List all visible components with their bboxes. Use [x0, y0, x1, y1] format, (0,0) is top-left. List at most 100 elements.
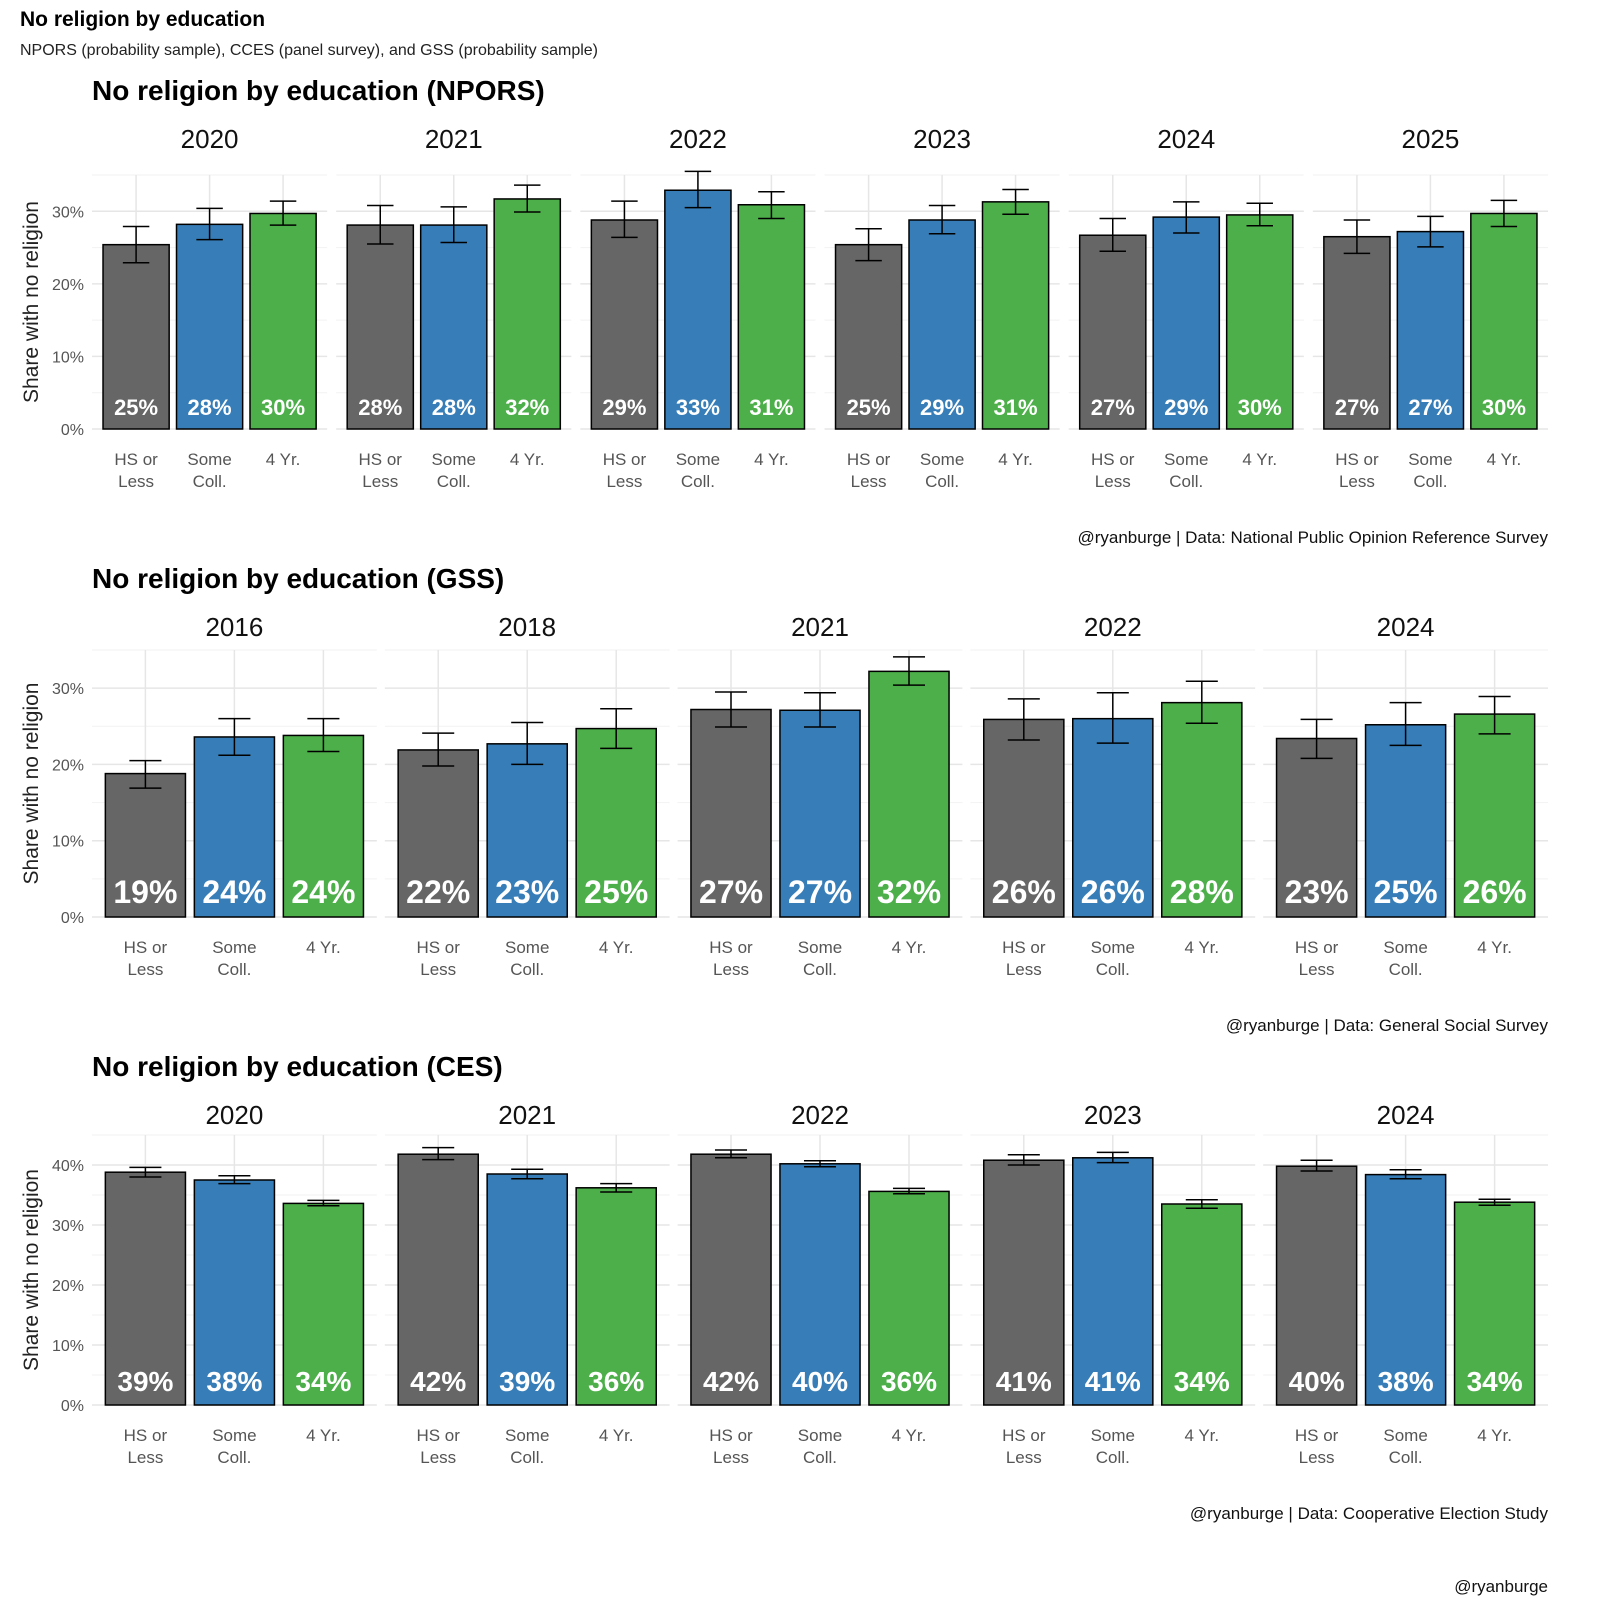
bar-value-label: 25% [1374, 874, 1438, 910]
x-tick-label: Coll. [510, 1448, 544, 1467]
x-tick-label: HS or [1295, 938, 1339, 957]
y-tick-label: 20% [52, 1278, 84, 1295]
bar [419, 224, 488, 430]
x-tick-label: Less [1095, 472, 1131, 491]
x-tick-label: 4 Yr. [1477, 1426, 1512, 1445]
x-tick-label: Less [606, 472, 642, 491]
x-tick-label: Some [212, 1426, 256, 1445]
bar-value-label: 31% [749, 395, 793, 420]
bar-value-label: 38% [1378, 1366, 1434, 1397]
x-tick-label: Some [187, 450, 231, 469]
x-tick-label: Coll. [217, 960, 251, 979]
bar [779, 709, 861, 918]
bar-value-label: 29% [602, 395, 646, 420]
x-tick-label: Less [420, 1448, 456, 1467]
x-tick-label: Some [920, 450, 964, 469]
x-tick-label: Less [127, 1448, 163, 1467]
x-tick-label: 4 Yr. [754, 450, 789, 469]
bar-value-label: 28% [432, 395, 476, 420]
bar-value-label: 26% [992, 874, 1056, 910]
panel-title: No religion by education (NPORS) [92, 75, 545, 106]
bar-value-label: 32% [877, 874, 941, 910]
bar [868, 1190, 950, 1406]
bar-value-label: 30% [1482, 395, 1526, 420]
y-tick-label: 30% [52, 681, 84, 698]
x-tick-label: Coll. [193, 472, 227, 491]
x-tick-label: Some [1091, 938, 1135, 957]
x-tick-label: Some [212, 938, 256, 957]
x-tick-label: Less [420, 960, 456, 979]
y-tick-label: 0% [61, 1398, 84, 1415]
bar [590, 219, 659, 430]
x-tick-label: Coll. [1096, 1448, 1130, 1467]
bar-value-label: 30% [261, 395, 305, 420]
bar [908, 219, 976, 430]
x-tick-label: HS or [124, 1426, 168, 1445]
y-tick-label: 30% [52, 1218, 84, 1235]
x-tick-label: Some [676, 450, 720, 469]
bar-value-label: 28% [1170, 874, 1234, 910]
x-tick-label: HS or [1091, 450, 1135, 469]
x-tick-label: Coll. [510, 960, 544, 979]
bar [193, 736, 276, 918]
y-tick-label: 0% [61, 910, 84, 927]
bar-value-label: 23% [1285, 874, 1349, 910]
x-tick-label: Less [362, 472, 398, 491]
x-tick-label: Some [798, 938, 842, 957]
y-tick-label: 10% [52, 834, 84, 851]
x-tick-label: 4 Yr. [1242, 450, 1277, 469]
y-tick-label: 40% [52, 1158, 84, 1175]
bar [282, 734, 365, 918]
x-tick-label: Coll. [1389, 960, 1423, 979]
bar-value-label: 29% [920, 395, 964, 420]
facet-strip-year: 2022 [669, 124, 727, 154]
x-tick-label: Less [118, 472, 154, 491]
bar [983, 1159, 1065, 1406]
bar [486, 1173, 568, 1406]
bar [104, 1171, 187, 1406]
x-tick-label: Some [1091, 1426, 1135, 1445]
x-tick-label: 4 Yr. [510, 450, 545, 469]
bar-value-label: 33% [676, 395, 720, 420]
bar [397, 1153, 479, 1406]
bar-value-label: 27% [1091, 395, 1135, 420]
bar [1225, 214, 1294, 430]
bar-value-label: 28% [358, 395, 402, 420]
x-tick-label: 4 Yr. [1477, 938, 1512, 957]
bar [779, 1163, 861, 1406]
x-tick-label: Coll. [1096, 960, 1130, 979]
bar-value-label: 32% [505, 395, 549, 420]
x-tick-label: HS or [1335, 450, 1379, 469]
y-axis-label: Share with no religion [20, 201, 43, 403]
bar-value-label: 27% [699, 874, 763, 910]
x-tick-label: Coll. [1389, 1448, 1423, 1467]
bar-value-label: 36% [588, 1366, 644, 1397]
x-tick-label: Coll. [925, 472, 959, 491]
x-tick-label: 4 Yr. [1184, 938, 1219, 957]
x-tick-label: HS or [709, 1426, 753, 1445]
x-tick-label: 4 Yr. [892, 1426, 927, 1445]
bar-value-label: 28% [188, 395, 232, 420]
bar [1152, 216, 1221, 430]
x-tick-label: 4 Yr. [1487, 450, 1522, 469]
bar [737, 204, 806, 430]
x-tick-label: Some [505, 938, 549, 957]
x-tick-label: Some [798, 1426, 842, 1445]
bar [104, 772, 187, 918]
bar [1161, 1203, 1243, 1406]
x-tick-label: 4 Yr. [306, 938, 341, 957]
x-tick-label: HS or [603, 450, 647, 469]
x-tick-label: HS or [359, 450, 403, 469]
bar-value-label: 36% [881, 1366, 937, 1397]
bar-value-label: 40% [792, 1366, 848, 1397]
panel-title: No religion by education (GSS) [92, 563, 504, 594]
facet-strip-year: 2024 [1377, 1100, 1435, 1130]
bar-value-label: 24% [291, 874, 355, 910]
y-tick-label: 10% [52, 1338, 84, 1355]
facet-strip-year: 2025 [1401, 124, 1459, 154]
x-tick-label: Less [1006, 1448, 1042, 1467]
x-tick-label: 4 Yr. [998, 450, 1033, 469]
x-tick-label: Coll. [803, 960, 837, 979]
bar [1072, 717, 1154, 918]
